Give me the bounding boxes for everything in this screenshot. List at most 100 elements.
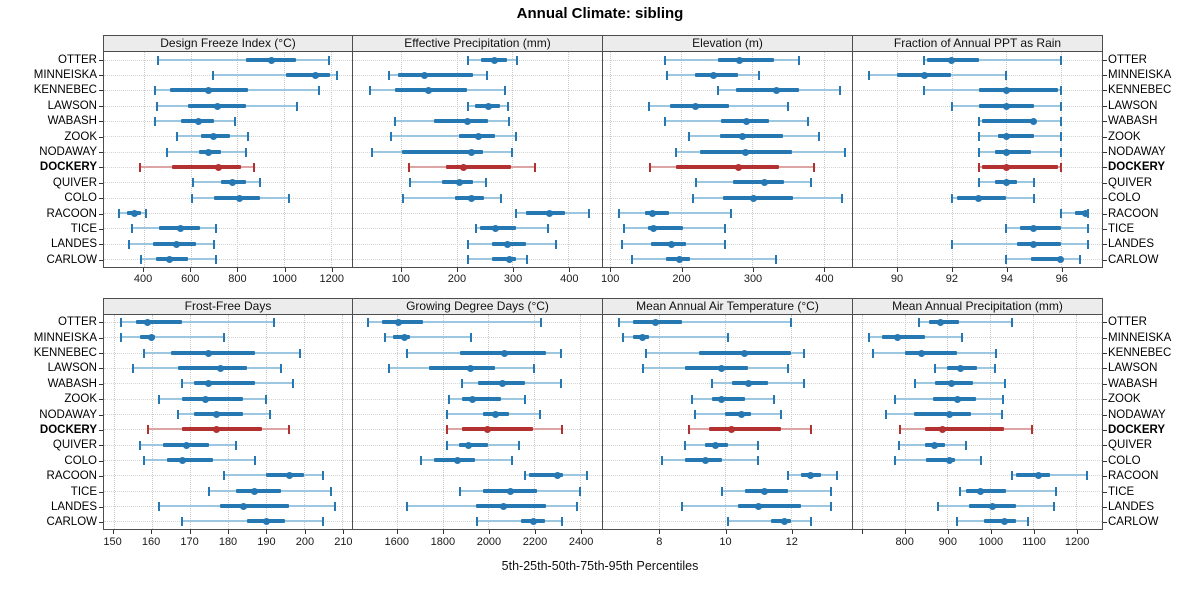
- x-axis-tick: [951, 267, 953, 272]
- x-axis-tick: [513, 267, 515, 272]
- x-axis-tick-label: 400: [815, 273, 834, 285]
- cap-p5: [158, 502, 161, 512]
- bar-25-75: [685, 366, 749, 371]
- median-dot: [201, 395, 209, 403]
- x-axis-tick-label: 90: [890, 273, 904, 285]
- cap-p5: [143, 456, 146, 466]
- site-label-left-nodaway: NODAWAY: [39, 408, 97, 421]
- y-axis-tick-left: [99, 399, 103, 401]
- cap-p5: [393, 116, 396, 126]
- cap-p5: [692, 193, 695, 203]
- gridline-vertical: [456, 52, 458, 267]
- gridline-horizontal: [853, 182, 1102, 184]
- bar-25-75: [462, 396, 501, 401]
- x-axis-tick-label: 1100: [1022, 536, 1046, 548]
- cap-p95: [335, 70, 338, 80]
- site-label-left-racoon: RACOON: [46, 470, 97, 483]
- gridline-horizontal: [853, 337, 1102, 339]
- cap-p95: [843, 147, 846, 157]
- axis-caption: 5th-25th-50th-75th-95th Percentiles: [501, 559, 699, 573]
- cap-p5: [384, 333, 387, 343]
- x-axis-tick-label: 2000: [476, 536, 502, 548]
- median-dot: [420, 71, 428, 79]
- bar-25-75: [526, 210, 565, 215]
- median-dot: [736, 56, 744, 64]
- cap-p95: [1079, 254, 1082, 264]
- median-dot: [953, 395, 961, 403]
- bar-25-75: [178, 366, 248, 371]
- median-dot: [977, 487, 985, 495]
- chart-title: Annual Climate: sibling: [516, 5, 684, 22]
- x-axis-tick-label: 800: [895, 536, 914, 548]
- site-label-left-racoon: RACOON: [46, 207, 97, 220]
- x-axis-tick-label: 200: [447, 273, 467, 285]
- bar-25-75: [978, 88, 1059, 93]
- x-axis-tick: [861, 530, 863, 534]
- x-axis-tick: [304, 530, 306, 534]
- bar-25-75: [446, 164, 512, 169]
- site-label-left-carlow: CARLOW: [46, 253, 97, 266]
- cap-p5: [1010, 471, 1013, 481]
- cap-p5: [139, 162, 142, 172]
- x-axis-tick: [1006, 267, 1008, 272]
- median-dot: [474, 133, 482, 141]
- cap-p95: [780, 410, 783, 420]
- median-dot: [749, 194, 757, 202]
- cap-p95: [1059, 86, 1062, 96]
- x-axis-tick-label: 10: [719, 536, 732, 548]
- x-axis-tick-label: 96: [1055, 273, 1068, 285]
- x-axis-tick: [488, 530, 490, 534]
- y-axis-tick-right: [1103, 399, 1107, 401]
- site-label-right-tice: TICE: [1108, 223, 1135, 236]
- range-5-95: [367, 321, 542, 324]
- bar-25-75: [235, 488, 282, 493]
- cap-p5: [131, 364, 134, 374]
- bar-25-75: [1074, 210, 1087, 215]
- gridline-horizontal: [603, 243, 852, 245]
- median-dot: [213, 411, 221, 419]
- cap-p5: [622, 224, 625, 234]
- site-label-right-landes: LANDES: [1108, 500, 1155, 513]
- median-dot: [401, 334, 409, 342]
- cap-p5: [448, 394, 451, 404]
- cap-p5: [154, 86, 157, 96]
- y-axis-tick-left: [99, 259, 103, 261]
- cap-p95: [258, 178, 261, 188]
- site-label-right-zook: ZOOK: [1108, 393, 1141, 406]
- cap-p95: [757, 440, 759, 450]
- y-axis-tick-right: [1103, 198, 1107, 200]
- gridline-vertical: [752, 52, 754, 267]
- bar-25-75: [397, 72, 474, 77]
- bar-25-75: [381, 320, 423, 325]
- y-axis-tick-left: [99, 167, 103, 169]
- site-label-right-nodaway: NODAWAY: [1108, 146, 1166, 159]
- x-axis-tick-label: 12: [785, 536, 798, 548]
- cap-p5: [466, 101, 469, 111]
- cap-p5: [388, 70, 391, 80]
- cap-p5: [154, 116, 157, 126]
- cap-p95: [774, 254, 777, 264]
- median-dot: [131, 209, 139, 217]
- x-axis-tick-label: 200: [672, 273, 691, 285]
- median-dot: [948, 380, 956, 388]
- range-5-95: [728, 520, 811, 523]
- cap-p95: [327, 55, 330, 65]
- cap-p95: [484, 178, 487, 188]
- y-axis-tick-right: [1103, 368, 1107, 370]
- bar-25-75: [718, 57, 775, 62]
- range-5-95: [622, 336, 729, 339]
- x-axis-tick-label: 8: [656, 536, 663, 548]
- cap-p5: [950, 239, 953, 249]
- cap-p95: [212, 239, 215, 249]
- y-axis-tick-right: [1103, 259, 1107, 261]
- median-dot: [285, 472, 293, 480]
- median-dot: [468, 395, 476, 403]
- x-axis-tick: [681, 267, 683, 272]
- panel-strip: Elevation (m): [603, 35, 853, 52]
- median-dot: [166, 255, 173, 263]
- site-label-right-minneiska: MINNEISKA: [1108, 69, 1172, 82]
- panel-title: Design Freeze Index (°C): [160, 36, 296, 50]
- y-axis-tick-right: [1103, 229, 1107, 231]
- plot-area: [353, 314, 603, 530]
- site-label-left-zook: ZOOK: [64, 393, 97, 406]
